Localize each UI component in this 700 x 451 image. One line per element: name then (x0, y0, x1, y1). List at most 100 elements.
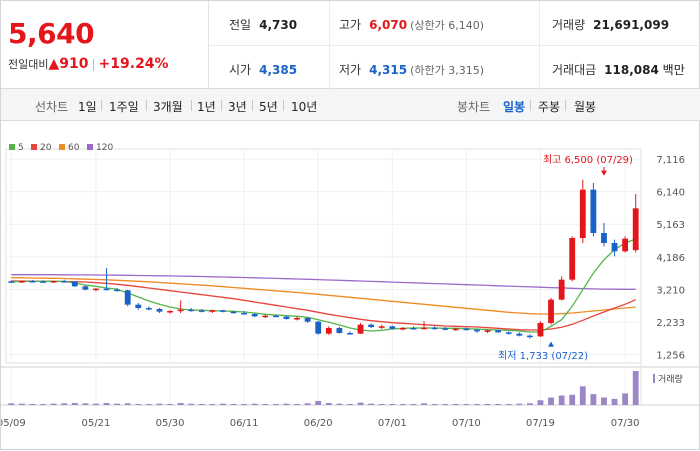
volume-bar (505, 403, 512, 405)
low-annotation-arrowhead (548, 341, 555, 347)
candle-body (505, 332, 512, 334)
candle-body (399, 328, 406, 330)
candle-body (283, 316, 290, 319)
open-value: 4,385 (259, 63, 298, 77)
volume-bar (389, 403, 396, 405)
range-1d[interactable]: 1일 (78, 100, 97, 114)
candle-body (463, 328, 470, 331)
price-panel-frame (5, 148, 642, 364)
candle-body (93, 288, 99, 291)
change-divider: | (91, 57, 96, 71)
open-label: 시가 (229, 63, 252, 77)
volume-bar (114, 403, 121, 405)
candle-body (315, 321, 322, 334)
candle-body (484, 330, 491, 332)
low-value: 4,315 (369, 63, 408, 77)
candle-body (262, 315, 269, 318)
range-10y[interactable]: 10년 (291, 100, 318, 114)
candle-body (294, 318, 300, 320)
volume-bar (611, 398, 618, 405)
range-1w[interactable]: 1주일 (109, 100, 139, 114)
amount-label: 거래대금 (552, 63, 597, 77)
range-3m[interactable]: 3개월 (153, 100, 183, 114)
candle-body (590, 189, 597, 233)
candle-body (167, 311, 173, 313)
volume-bar (315, 400, 322, 405)
volume-bar (177, 402, 184, 405)
legend-label-ma20: 20 (40, 143, 52, 153)
volume-bar (103, 402, 110, 405)
volume-bar (325, 402, 332, 405)
candle-body (548, 299, 554, 323)
trade-amount: 거래대금 118,084 백만 (552, 61, 685, 78)
volume-bar (452, 403, 459, 405)
upper-limit-note: (상한가 6,140) (410, 19, 484, 32)
volume-bar (357, 402, 364, 405)
candle-body (601, 233, 607, 243)
candle-body (198, 310, 205, 312)
volume-bar (82, 403, 89, 405)
x-tick-label: 06/20 (304, 418, 333, 429)
candle-body (495, 330, 502, 333)
candle-body (569, 238, 576, 280)
y-tick-label: 3,210 (656, 285, 685, 296)
ma20-line (11, 280, 636, 331)
period-monthly[interactable]: 월봉 (574, 100, 597, 114)
legend-swatch-ma60 (59, 144, 65, 150)
volume-bar (463, 403, 470, 405)
candle-body (40, 281, 46, 283)
candle-body (474, 329, 480, 332)
volume-bar (262, 403, 269, 405)
period-daily[interactable]: 일봉 (503, 100, 526, 114)
ma60-line (11, 277, 636, 315)
volume-legend-label: 거래량 (658, 373, 683, 385)
volume-bar (188, 403, 195, 405)
legend-label-ma5: 5 (18, 143, 24, 153)
x-tick-label: 07/30 (611, 418, 640, 429)
range-5y[interactable]: 5년 (259, 100, 278, 114)
candle-body (230, 311, 237, 314)
volume-bar (8, 403, 15, 405)
volume-bar (29, 403, 36, 405)
high-value: 6,070 (369, 18, 408, 32)
candle-body (251, 314, 258, 317)
volume-bar (294, 403, 300, 405)
candle-body (82, 286, 89, 290)
candle-body (537, 323, 544, 337)
candle-body (135, 304, 142, 308)
candle-body (526, 335, 533, 338)
amount-value: 118,084 (604, 63, 659, 77)
volume: 거래량 21,691,099 (552, 16, 669, 33)
x-tick-label: 05/21 (82, 418, 111, 429)
volume-bar (378, 403, 385, 405)
volume-bar (167, 403, 173, 405)
candle-body (71, 281, 78, 287)
x-tick-label: 07/19 (526, 418, 555, 429)
volume-bar (368, 403, 375, 405)
current-price-box: 5,640 전일대비▲910 | +19.24% (1, 1, 209, 89)
candle-body (357, 324, 364, 334)
toolbar-divider (101, 100, 102, 111)
volume-bar (18, 403, 25, 405)
day-low: 저가 4,315 (하한가 3,315) (339, 61, 484, 78)
candle-body (61, 281, 68, 283)
prev-close-value: 4,730 (259, 18, 298, 32)
volume-bar (569, 394, 576, 405)
volume-bar (537, 400, 544, 405)
candlestick-chart[interactable]: 7,116 6,140 5,163 4,186 3,210 2,233 1,256 05/09… (1, 121, 700, 451)
low-label: 저가 (339, 63, 362, 77)
range-3y[interactable]: 3년 (228, 100, 247, 114)
volume-bar (516, 403, 523, 405)
ma5-line (11, 238, 636, 333)
candle-body (421, 327, 427, 330)
prev-close: 전일 4,730 (229, 16, 297, 33)
range-1y[interactable]: 1년 (197, 100, 216, 114)
volume-bar (484, 403, 491, 405)
volume-bar (526, 403, 533, 405)
candle-body (145, 308, 152, 310)
period-weekly[interactable]: 주봉 (538, 100, 561, 114)
x-tick-label: 06/11 (230, 418, 259, 429)
legend-label-ma120: 120 (96, 143, 113, 153)
y-tick-label: 4,186 (656, 253, 685, 264)
change-value: ▲910 (48, 56, 89, 72)
